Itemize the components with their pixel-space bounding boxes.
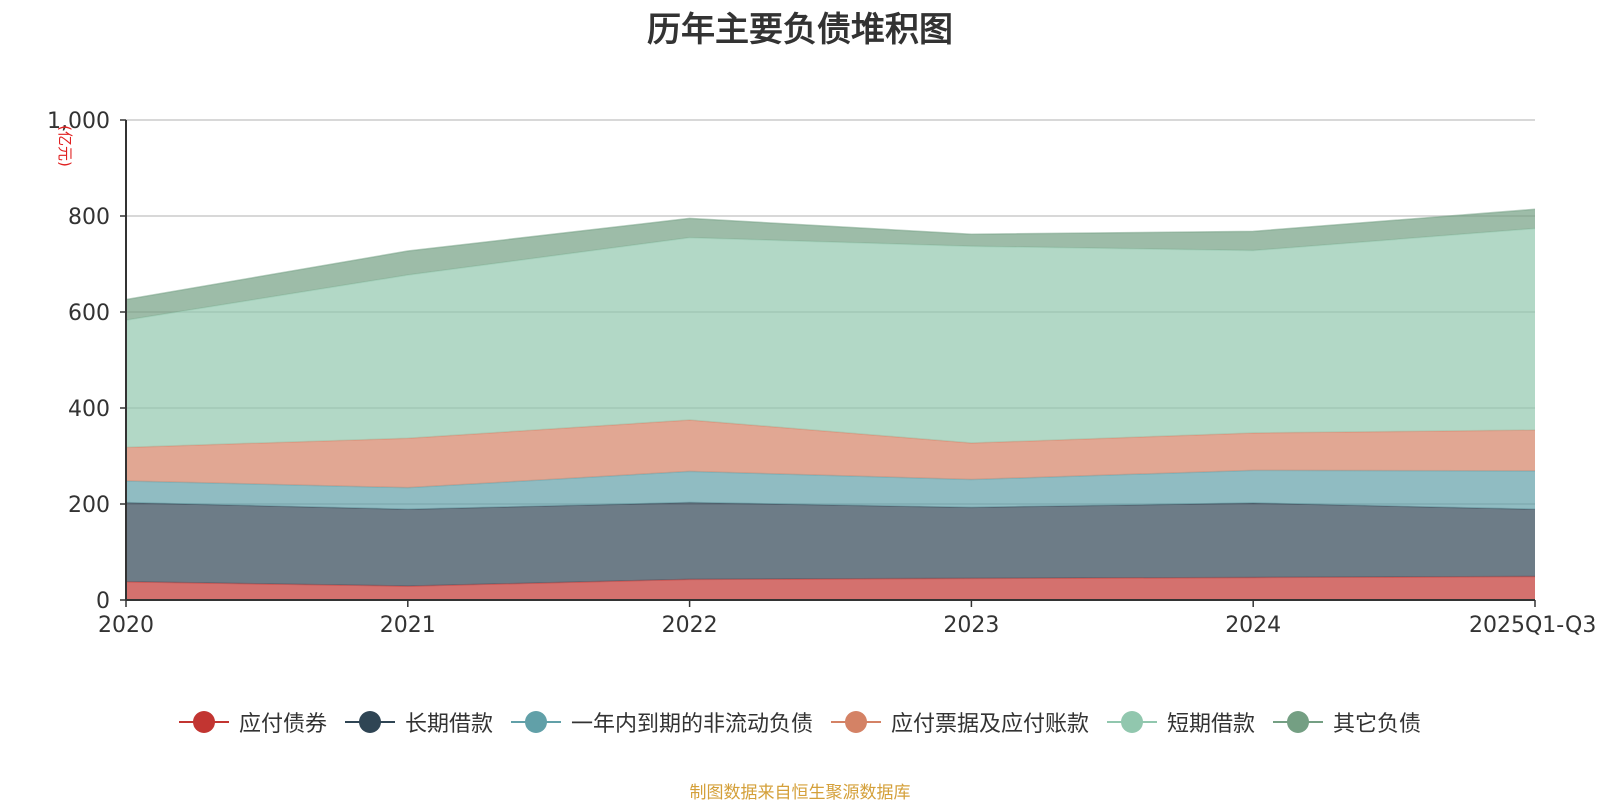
legend-label-0: 应付债券 <box>238 712 327 737</box>
y-tick-label-600: 600 <box>68 301 110 326</box>
legend-label-4: 短期借款 <box>1167 712 1256 737</box>
area-series-1 <box>126 502 1535 587</box>
legend-swatch-1 <box>344 711 395 733</box>
x-tick-label-2: 2022 <box>662 613 718 638</box>
y-tick-label-400: 400 <box>68 397 110 422</box>
y-tick-label-800: 800 <box>68 205 110 230</box>
y-tick-label-0: 0 <box>96 589 110 614</box>
x-tick-label-4: 2024 <box>1225 613 1281 638</box>
area-series-0 <box>126 576 1535 600</box>
x-tick-label-5: 2025Q1-Q3 <box>1469 613 1596 638</box>
legend-item-0[interactable]: 应付债券 <box>178 706 327 738</box>
legend-swatch-4 <box>1107 711 1158 733</box>
y-tick-label-200: 200 <box>68 493 110 518</box>
legend: 应付债券 长期借款 一年内到期的非流动负债 应付票据及应付账款 短期借款 其它负债 <box>0 706 1600 738</box>
x-tick-label-0: 2020 <box>98 613 154 638</box>
legend-label-5: 其它负债 <box>1333 712 1422 737</box>
area-series-4 <box>126 228 1535 448</box>
source-note: 制图数据来自恒生聚源数据库 <box>689 783 911 803</box>
legend-item-1[interactable]: 长期借款 <box>344 706 493 738</box>
area-series-2 <box>126 470 1535 510</box>
legend-swatch-3 <box>831 711 881 733</box>
area-edge-series-2 <box>125 469 1536 489</box>
y-tick-label-1000: 1,000 <box>47 109 110 134</box>
legend-item-5[interactable]: 其它负债 <box>1273 706 1421 738</box>
legend-swatch-5 <box>1273 711 1324 733</box>
legend-swatch-2 <box>510 711 561 733</box>
legend-item-3[interactable]: 应付票据及应付账款 <box>831 706 1089 738</box>
x-tick-label-1: 2021 <box>380 613 436 638</box>
legend-label-3: 应付票据及应付账款 <box>891 712 1090 737</box>
chart-title: 历年主要负债堆积图 <box>647 10 953 50</box>
y-axis-unit-label: (亿元) <box>56 125 74 167</box>
area-series-3 <box>126 420 1535 488</box>
area-edge-series-5 <box>125 208 1536 301</box>
legend-label-2: 一年内到期的非流动负债 <box>570 712 813 737</box>
legend-label-1: 长期借款 <box>404 712 493 737</box>
axis-layer: 0 200 400 600 800 1,000 2020 2021 2022 2023 2024 20… <box>47 109 1596 638</box>
legend-swatch-0 <box>178 711 229 733</box>
x-tick-label-3: 2023 <box>943 613 999 638</box>
legend-item-4[interactable]: 短期借款 <box>1107 706 1255 738</box>
area-series-5 <box>126 209 1535 321</box>
legend-item-2[interactable]: 一年内到期的非流动负债 <box>510 706 813 738</box>
area-layer <box>125 208 1536 600</box>
